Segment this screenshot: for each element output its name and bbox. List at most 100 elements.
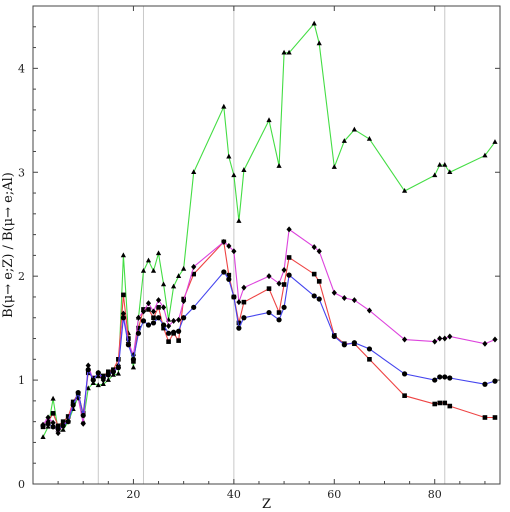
data-point xyxy=(150,267,157,273)
data-point xyxy=(171,283,177,289)
data-point xyxy=(120,252,126,258)
series-4-line xyxy=(42,271,496,430)
data-point xyxy=(447,333,453,340)
data-point xyxy=(65,419,71,425)
data-point xyxy=(171,329,177,335)
data-point xyxy=(331,164,337,169)
series-2 xyxy=(40,239,498,430)
data-point xyxy=(401,371,408,377)
data-point xyxy=(492,378,498,384)
data-point xyxy=(432,401,438,407)
data-point xyxy=(442,161,448,167)
data-point xyxy=(181,298,187,305)
data-point xyxy=(236,299,242,306)
data-point xyxy=(221,238,227,245)
data-point xyxy=(75,389,81,396)
data-point xyxy=(437,400,443,406)
reference-lines xyxy=(97,6,446,484)
data-point xyxy=(45,414,51,421)
data-point xyxy=(130,356,137,362)
data-point xyxy=(191,304,197,310)
data-point xyxy=(156,305,161,310)
data-point xyxy=(231,294,237,300)
data-point xyxy=(165,323,172,330)
data-point xyxy=(181,265,187,271)
data-point xyxy=(155,250,162,256)
data-point xyxy=(437,374,443,380)
data-point xyxy=(366,307,373,314)
data-point xyxy=(145,300,152,307)
data-point xyxy=(367,357,372,362)
data-point xyxy=(281,266,287,273)
data-point xyxy=(150,320,157,326)
data-point xyxy=(120,310,126,317)
data-point xyxy=(140,318,147,324)
data-point xyxy=(281,304,287,310)
data-point xyxy=(181,315,187,321)
data-point xyxy=(90,377,96,383)
data-point xyxy=(286,226,292,233)
data-point xyxy=(80,412,86,419)
data-point xyxy=(171,317,177,324)
data-point xyxy=(366,346,373,352)
data-point xyxy=(311,271,317,277)
data-point xyxy=(191,263,197,270)
data-point xyxy=(286,272,292,278)
data-point xyxy=(160,304,167,311)
data-point xyxy=(60,423,66,429)
data-point xyxy=(447,375,453,381)
data-point xyxy=(165,330,172,336)
data-point xyxy=(45,421,51,427)
y-tick-label-2: 2 xyxy=(18,270,25,283)
data-point xyxy=(146,307,151,312)
data-point xyxy=(55,430,61,437)
data-point xyxy=(121,292,126,298)
data-point xyxy=(50,424,56,430)
data-point xyxy=(85,367,91,373)
data-point xyxy=(266,286,272,291)
data-point xyxy=(492,139,498,144)
data-point xyxy=(447,403,453,409)
data-point xyxy=(140,308,147,315)
axis-ticks: 20 40 60 80 0 1 2 3 4 xyxy=(18,6,500,501)
data-point xyxy=(60,419,66,424)
data-point xyxy=(226,276,232,282)
data-point xyxy=(136,325,141,331)
data-point xyxy=(482,152,488,158)
data-point xyxy=(130,364,137,370)
data-point xyxy=(176,328,182,334)
data-point xyxy=(266,117,272,123)
data-point xyxy=(160,281,167,287)
data-point xyxy=(241,299,247,305)
data-point xyxy=(482,415,488,420)
data-point xyxy=(70,402,76,408)
data-point xyxy=(341,294,347,301)
data-point xyxy=(191,169,197,175)
data-point xyxy=(432,338,438,345)
data-point xyxy=(105,377,111,382)
data-point xyxy=(351,126,357,132)
data-point xyxy=(316,40,322,46)
data-point xyxy=(100,381,106,387)
data-point xyxy=(221,269,227,275)
data-point xyxy=(85,362,91,369)
data-point xyxy=(191,271,196,277)
y-tick-label-1: 1 xyxy=(18,374,25,387)
data-point xyxy=(432,172,438,178)
data-point xyxy=(447,169,453,175)
data-point xyxy=(40,434,46,440)
x-tick-label-80: 80 xyxy=(428,488,442,501)
series-4 xyxy=(40,269,498,432)
data-point xyxy=(55,426,61,432)
data-point xyxy=(276,310,282,315)
data-point xyxy=(286,49,292,55)
data-point xyxy=(40,423,46,429)
data-point xyxy=(236,325,242,331)
data-point xyxy=(231,248,237,255)
data-point xyxy=(95,382,101,388)
data-point xyxy=(85,385,91,391)
data-point xyxy=(366,136,373,141)
data-point xyxy=(316,248,322,255)
data-point xyxy=(60,426,66,432)
